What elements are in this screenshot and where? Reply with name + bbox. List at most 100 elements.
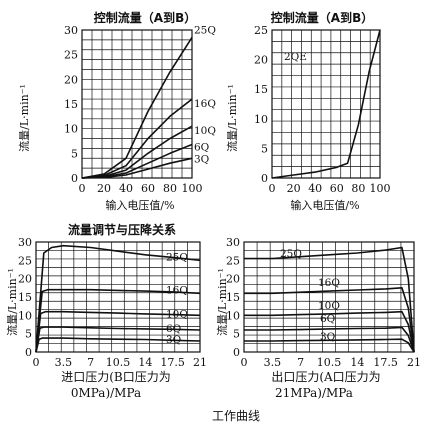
chart2-ytick-label: 10 (254, 113, 268, 126)
chart3-xtick-label: 7 (87, 356, 94, 369)
chart1-ytick-label: 5 (71, 147, 78, 160)
chart4-ytick-label: 20 (226, 273, 240, 286)
chart1-series-label: 16Q (194, 98, 216, 110)
chart1-ytick-label: 20 (64, 73, 78, 86)
figure-caption: 工作曲线 (212, 409, 260, 423)
chart2-frame (271, 29, 381, 179)
chart2-xtick-label: 20 (287, 182, 301, 195)
chart2-ytick-label: 25 (254, 24, 268, 37)
chart1-xlabel: 输入电压值/% (105, 198, 174, 212)
chart3-xtick-label: 0 (33, 356, 40, 369)
chart3-ytick-label: 15 (18, 291, 32, 304)
chart1-ytick-label: 15 (64, 98, 78, 111)
chart4-xtick-label: 7 (297, 356, 304, 369)
chart3-ytick-label: 5 (25, 328, 32, 341)
chart3-series-label: 10Q (166, 308, 188, 320)
chart3-ytick-label: 25 (18, 254, 32, 267)
chart1-series-label: 6Q (194, 141, 210, 153)
chart4-xlabel-line1: 出口压力(A口压力为 (271, 370, 380, 384)
chart1-xtick-label: 20 (97, 182, 111, 195)
chart4-series-label: 6Q (320, 313, 336, 325)
chart4-xtick-label: 3.5 (264, 356, 282, 369)
chart3-ytick-label: 10 (18, 309, 32, 322)
chart1-xtick-label: 100 (182, 182, 203, 195)
chart3-ytick-label: 20 (18, 273, 32, 286)
chart1-ytick-label: 10 (64, 123, 78, 136)
chart3-title: 流量调节与压降关系 (68, 222, 176, 237)
chart1-ytick-label: 25 (64, 49, 78, 62)
chart1-series-label: 10Q (194, 125, 216, 137)
chart3-series-3Q (35, 337, 201, 353)
chart2-xtick-label: 80 (351, 182, 365, 195)
chart4-series-25Q (244, 246, 415, 353)
chart3-series-16Q (35, 288, 201, 353)
chart1-title: 控制流量（A到B） (94, 10, 196, 25)
chart4-ytick-label: 0 (233, 346, 240, 359)
chart3-plot: 0 5 10 15 20 25 30 0 3.5 7 10.5 14 17.5 21 25Q 16Q 10Q 6Q… (18, 236, 207, 369)
chart1-ytick-label: 0 (71, 172, 78, 185)
chart3-xtick-label: 10.5 (106, 356, 131, 369)
chart2-ytick-label: 5 (261, 142, 268, 155)
chart2-xtick-label: 60 (330, 182, 344, 195)
chart4-ylabel: 流量/L·min⁻¹ (215, 268, 229, 336)
chart3-xtick-label: 3.5 (55, 356, 73, 369)
chart4-series-16Q (244, 287, 415, 353)
chart3-frame (35, 241, 201, 353)
chart3-ytick-label: 0 (25, 346, 32, 359)
chart4-ytick-label: 15 (226, 291, 240, 304)
chart2-xtick-label: 40 (308, 182, 322, 195)
chart4-series-label: 16Q (318, 277, 340, 289)
chart3-xtick-label: 14 (138, 356, 152, 369)
chart4-ytick-label: 5 (233, 328, 240, 341)
chart1-xtick-label: 80 (163, 182, 177, 195)
chart4-xtick-label: 17.5 (373, 356, 398, 369)
chart4-xlabel-line2: 21MPa)/MPa (275, 386, 353, 400)
chart3-xlabel-line2: 0MPa)/MPa (71, 386, 141, 400)
chart4-xtick-label: 21 (407, 356, 421, 369)
chart4-ytick-label: 30 (226, 236, 240, 249)
chart3-xtick-label: 17.5 (160, 356, 185, 369)
chart1-series-label: 3Q (194, 153, 210, 165)
chart1-series-3Q (81, 157, 193, 179)
chart3-series-10Q (35, 310, 201, 353)
chart3-ylabel: 流量/L·min⁻¹ (5, 268, 19, 336)
chart4-series-3Q (244, 338, 415, 353)
chart4-series-6Q (244, 326, 415, 353)
chart2-xtick-label: 100 (370, 182, 391, 195)
chart1-ytick-label: 30 (64, 24, 78, 37)
chart2-ytick-label: 20 (254, 54, 268, 67)
chart2-ytick-label: 0 (261, 172, 268, 185)
chart2-ylabel: 流量/L·min⁻¹ (225, 84, 239, 152)
chart3-series-25Q (35, 244, 201, 353)
chart2-series-label: 2QE (284, 51, 307, 63)
chart1-ylabel: 流量/L·min⁻¹ (17, 84, 31, 152)
chart2-title: 控制流量（A到B） (271, 10, 373, 25)
chart4-xtick-label: 10.5 (317, 356, 342, 369)
chart4-xtick-label: 0 (241, 356, 248, 369)
chart1-xtick-label: 0 (79, 182, 86, 195)
chart4-plot: 0 5 10 15 20 25 30 0 3.5 7 10.5 14 17.5 21 25Q 16Q 10Q6Q… (226, 236, 421, 369)
chart4-series-label: 3Q (320, 331, 336, 343)
chart3-series-6Q (35, 326, 201, 353)
chart2-plot: 0 5 10 15 20 25 0 20 40 60 80 100 2QE (254, 24, 391, 195)
chart1-xtick-label: 60 (141, 182, 155, 195)
chart4-ytick-label: 25 (226, 254, 240, 267)
chart1-series-25Q (81, 36, 193, 179)
chart1-series-16Q (81, 98, 193, 179)
chart3-xlabel-line1: 进口压力(B口压力为 (61, 370, 171, 384)
chart3-ytick-label: 30 (18, 236, 32, 249)
chart3-series-label: 25Q (166, 251, 188, 263)
chart1-frame (81, 29, 193, 179)
chart4-ytick-label: 10 (226, 309, 240, 322)
chart3-series-label: 6Q (166, 323, 182, 335)
chart4-frame (243, 241, 415, 353)
chart2-xtick-label: 0 (269, 182, 276, 195)
chart4-series-label: 10Q (318, 300, 340, 312)
chart1-xtick-label: 40 (119, 182, 133, 195)
chart1-series-label: 25Q (194, 24, 216, 36)
chart2-ytick-label: 15 (254, 83, 268, 96)
chart2-series-2QE (271, 29, 381, 179)
chart3-series-label: 16Q (166, 284, 188, 296)
